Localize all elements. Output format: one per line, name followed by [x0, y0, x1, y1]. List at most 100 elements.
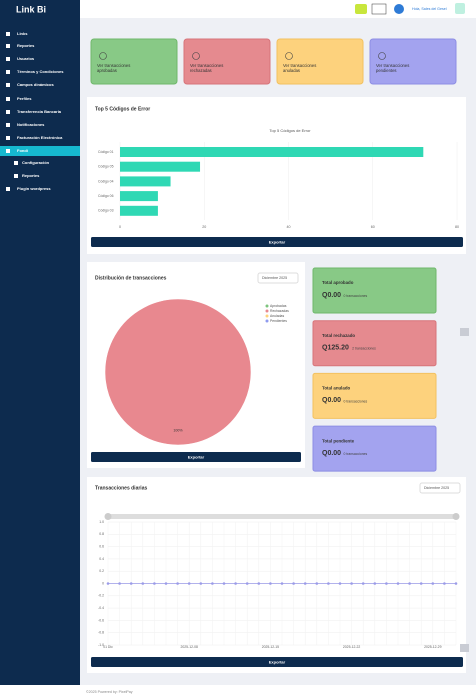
dropdown-label: Diciembre 2025 — [424, 486, 449, 490]
summary-card — [312, 320, 437, 367]
point — [176, 582, 179, 585]
avatar[interactable] — [455, 3, 465, 14]
point — [118, 582, 121, 585]
slider-handle[interactable] — [104, 513, 112, 520]
menu-icon — [6, 44, 10, 48]
y-tick-label: -0.8 — [98, 631, 104, 635]
bar — [120, 191, 158, 202]
menu-icon — [6, 32, 10, 36]
y-tick-label: 0.6 — [99, 544, 104, 548]
x-tick-label: 20 — [202, 225, 206, 229]
point — [164, 582, 168, 585]
panel-title: Transacciones diarias — [95, 485, 147, 491]
panel — [87, 97, 466, 254]
y-tick-label: -1.0 — [98, 643, 104, 647]
legend-swatch — [265, 304, 269, 308]
menu-item: Configuración — [22, 160, 50, 165]
point — [292, 582, 295, 585]
panel-title: Distribución de transacciones — [95, 275, 167, 281]
summary-title: Total rechazado — [322, 333, 355, 338]
legend-label: Pendientes — [270, 319, 287, 323]
nav-card[interactable] — [183, 38, 271, 85]
point — [396, 582, 400, 585]
card-icon — [378, 52, 386, 60]
x-tick-label: 80 — [455, 225, 459, 229]
pie-slice — [104, 298, 252, 446]
point — [419, 582, 423, 585]
legend-label: Aprobadas — [270, 304, 287, 308]
export-button[interactable] — [91, 657, 463, 667]
summary-card — [312, 267, 437, 314]
export-button[interactable] — [91, 237, 463, 247]
badge — [355, 4, 367, 14]
button-label: Exportar — [269, 240, 286, 245]
point — [454, 582, 458, 585]
dropdown[interactable] — [419, 482, 461, 494]
legend-swatch — [265, 314, 269, 318]
y-tick-label: -0.4 — [98, 606, 104, 610]
menu-item: Reportes — [22, 173, 40, 178]
menu-icon — [6, 70, 10, 74]
bar — [120, 147, 424, 157]
dropdown[interactable] — [257, 272, 299, 284]
x-tick-label: 2025-12-22 — [343, 645, 360, 649]
legend-label: Rechazadas — [270, 309, 289, 313]
point — [153, 582, 156, 585]
menu-icon — [6, 110, 10, 114]
card-icon — [192, 52, 200, 60]
chart-title: Top 5 Códigos de Error — [269, 128, 311, 133]
y-tick-label: -0.2 — [98, 594, 104, 598]
x-tick-label: 2025-12-29 — [424, 645, 441, 649]
icon — [394, 4, 404, 14]
y-tick-label: 0 — [102, 581, 104, 585]
summary-title: Total aprobado — [322, 280, 354, 285]
nav-card[interactable] — [276, 38, 364, 85]
summary-title: Total pendiente — [322, 438, 355, 443]
menu-icon — [6, 136, 10, 140]
scroll-handle[interactable] — [460, 328, 469, 336]
legend-label: Anuladas — [270, 314, 284, 318]
y-tick-label: Código 03 — [98, 209, 114, 213]
panel-title: Top 5 Códigos de Error — [95, 106, 150, 112]
point — [408, 582, 411, 585]
menu-icon — [6, 187, 10, 191]
summary-card — [312, 425, 437, 472]
footer: ©2025 Powered by: PixelPay — [86, 690, 133, 694]
footer-bar — [0, 685, 476, 700]
zoom-slider[interactable] — [108, 514, 456, 519]
point — [327, 582, 330, 585]
menu-icon — [6, 97, 10, 101]
summary-amount: Q0.00 — [322, 450, 341, 457]
card-label: Ver transacciones anuladas — [283, 63, 316, 73]
point — [315, 582, 319, 585]
legend-swatch — [265, 309, 269, 313]
summary-count: 2 transacciones — [352, 347, 376, 351]
button-label: Exportar — [269, 660, 286, 665]
x-tick-label: 01 Dic — [103, 645, 113, 649]
menu-icon — [6, 149, 10, 153]
point — [234, 582, 237, 585]
card-icon — [285, 52, 293, 60]
card-icon — [99, 52, 107, 60]
menu-icon — [6, 57, 10, 61]
export-button[interactable] — [91, 452, 301, 462]
point — [350, 582, 353, 585]
menu-item: Perfiles — [17, 96, 32, 101]
summary-amount: Q0.00 — [322, 397, 341, 404]
point — [211, 582, 214, 585]
summary-amount: Q125.20 — [322, 345, 349, 352]
summary-title: Total anulado — [322, 386, 351, 391]
slider-handle[interactable] — [452, 513, 460, 520]
point — [280, 582, 284, 585]
sidebar — [0, 0, 80, 700]
point — [431, 582, 435, 585]
nav-card[interactable] — [369, 38, 457, 85]
point — [141, 582, 145, 585]
scroll-handle[interactable] — [460, 644, 469, 652]
menu-item: Facturación Electrónica — [17, 135, 63, 140]
point — [222, 582, 226, 585]
nav-card[interactable] — [90, 38, 178, 85]
summary-amount: Q0.00 — [322, 292, 341, 299]
